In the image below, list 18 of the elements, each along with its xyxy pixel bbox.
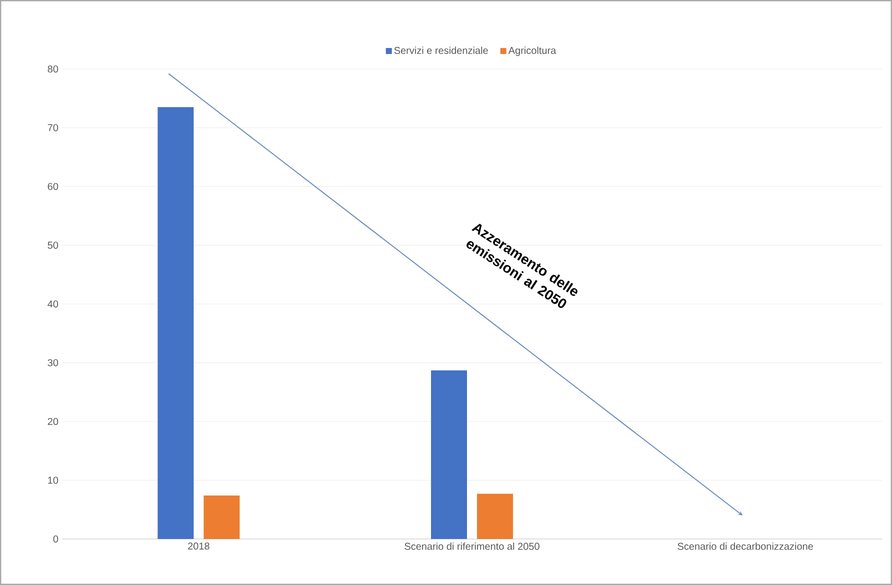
x-tick-label: Scenario di riferimento al 2050 bbox=[404, 542, 540, 550]
legend-label: Agricoltura bbox=[508, 46, 556, 56]
legend-label: Servizi e residenziale bbox=[394, 46, 488, 54]
y-tick-label: 80 bbox=[48, 65, 58, 73]
y-tick-label: 20 bbox=[48, 418, 58, 426]
y-tick-label: 10 bbox=[48, 476, 58, 484]
bar bbox=[477, 494, 514, 539]
y-tick-label: 40 bbox=[48, 300, 58, 308]
y-tick-label: 30 bbox=[48, 359, 58, 366]
bar bbox=[431, 370, 467, 539]
bar bbox=[204, 496, 240, 539]
bar bbox=[158, 107, 194, 539]
y-tick-label: 70 bbox=[48, 124, 58, 132]
y-tick-label: 50 bbox=[48, 242, 58, 249]
y-tick-label: 0 bbox=[53, 535, 58, 543]
x-tick-label: Scenario di decarbonizzazione bbox=[678, 542, 813, 550]
x-tick-label: 2018 bbox=[188, 542, 210, 550]
y-tick-label: 60 bbox=[48, 182, 58, 190]
